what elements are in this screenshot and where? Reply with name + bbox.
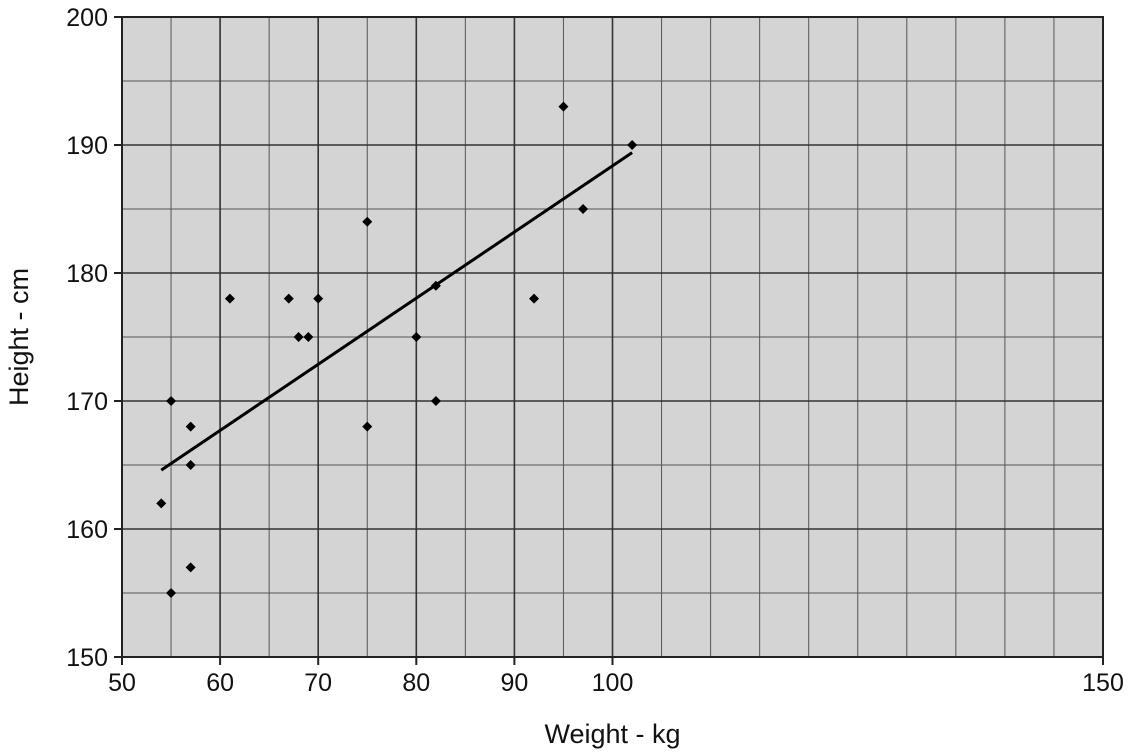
data-point bbox=[578, 204, 589, 214]
y-axis-title: Height - cm bbox=[4, 268, 34, 406]
data-point bbox=[430, 396, 441, 406]
data-point bbox=[185, 562, 196, 573]
data-point bbox=[224, 293, 235, 304]
x-tick-label: 80 bbox=[402, 669, 430, 697]
y-tick-label: 200 bbox=[66, 4, 108, 32]
y-tick-label: 180 bbox=[66, 260, 108, 288]
x-tick-label: 70 bbox=[304, 669, 332, 697]
y-tick-label: 190 bbox=[66, 132, 108, 160]
data-point bbox=[293, 332, 304, 342]
data-point bbox=[166, 396, 177, 406]
data-point bbox=[558, 101, 569, 112]
x-tick-label: 50 bbox=[108, 669, 136, 697]
data-point bbox=[166, 588, 177, 598]
x-tick-label: 100 bbox=[592, 669, 634, 697]
y-axis-ticks: 150 160 170 180 190 200 bbox=[66, 4, 122, 672]
data-point bbox=[627, 140, 638, 150]
x-axis-ticks: 50 60 70 80 90 100 150 bbox=[108, 657, 1124, 697]
data-point bbox=[362, 216, 373, 227]
x-tick-label: 150 bbox=[1082, 669, 1124, 697]
y-tick-label: 160 bbox=[66, 516, 108, 544]
data-point bbox=[313, 293, 324, 304]
data-points bbox=[156, 101, 638, 598]
data-point bbox=[430, 280, 441, 291]
data-point bbox=[303, 332, 314, 342]
x-tick-label: 60 bbox=[206, 669, 234, 697]
data-point bbox=[362, 421, 373, 432]
data-point bbox=[283, 293, 294, 304]
data-point bbox=[156, 498, 167, 509]
data-point bbox=[411, 332, 422, 342]
data-point bbox=[529, 293, 540, 304]
trendline bbox=[160, 151, 633, 472]
data-point bbox=[185, 460, 196, 470]
y-tick-label: 170 bbox=[66, 388, 108, 416]
data-point bbox=[185, 421, 196, 432]
trendline-group bbox=[160, 151, 633, 472]
x-tick-label: 90 bbox=[500, 669, 528, 697]
y-tick-label: 150 bbox=[66, 644, 108, 672]
x-axis-title: Weight - kg bbox=[544, 719, 680, 749]
